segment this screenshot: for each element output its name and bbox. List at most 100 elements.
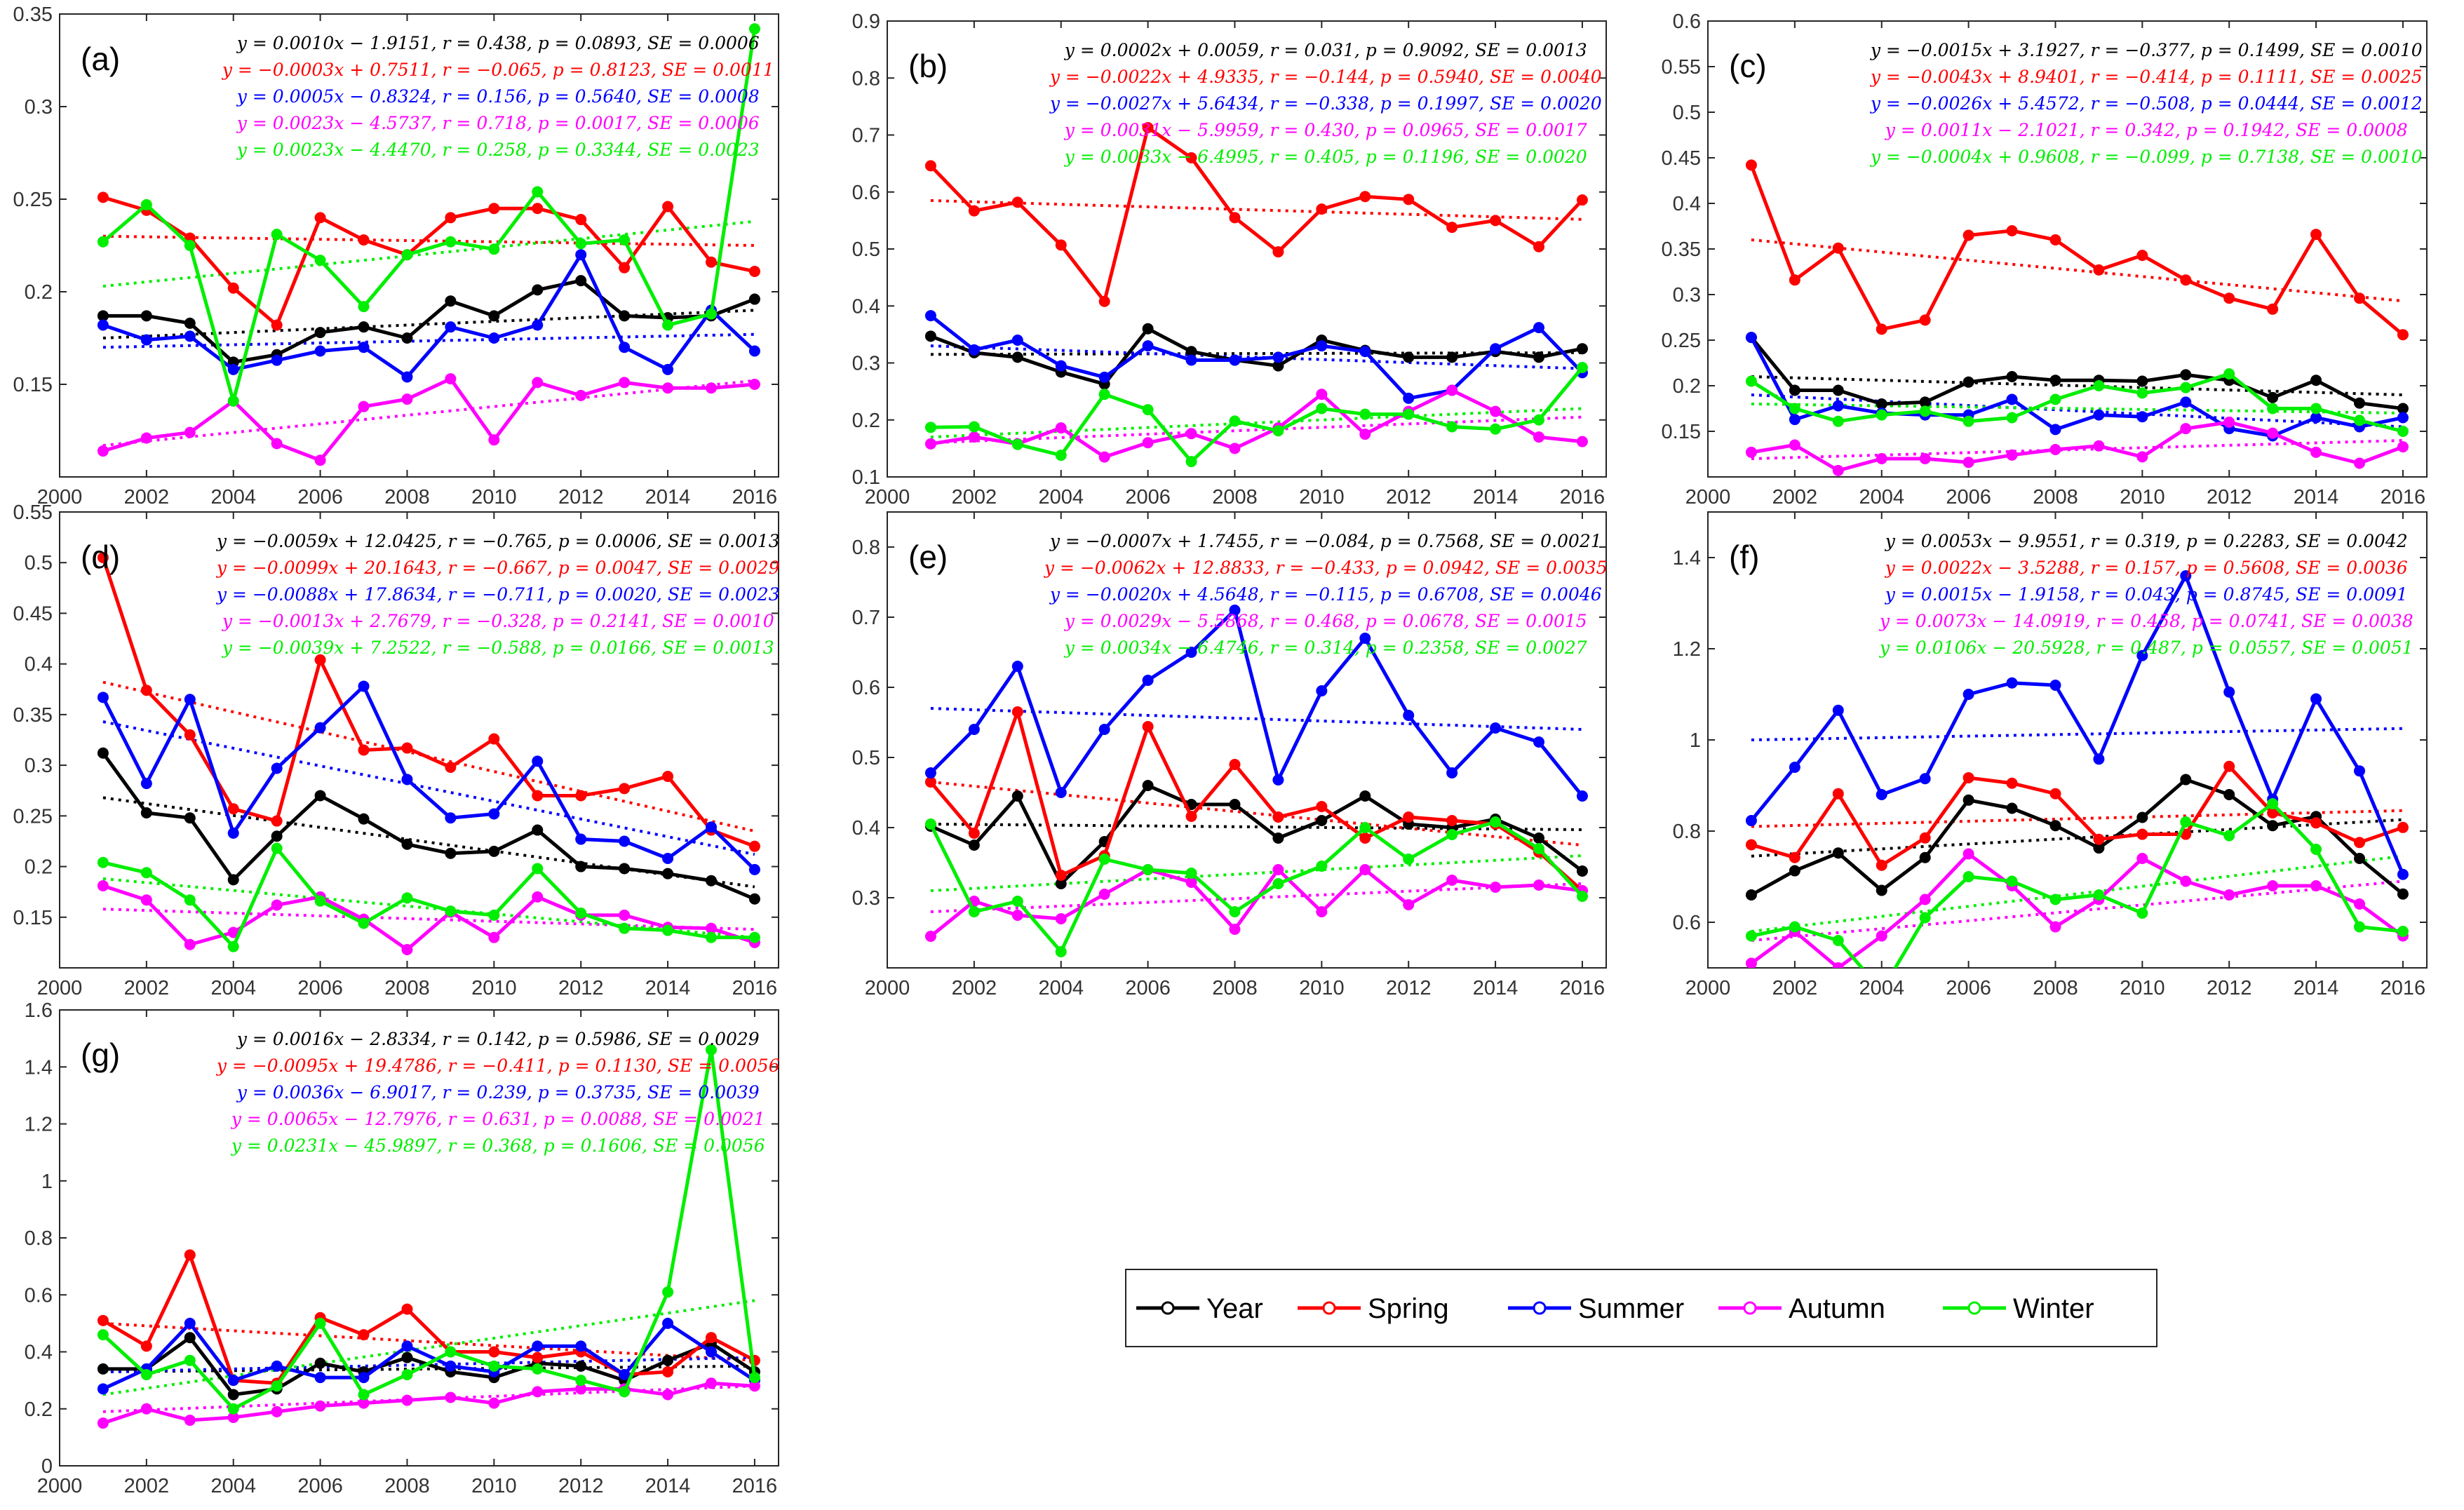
data-point-year [2267, 820, 2279, 832]
data-point-autumn [271, 899, 283, 911]
data-point-spring [924, 160, 936, 172]
data-point-winter [1919, 912, 1931, 924]
x-tick-label: 2010 [1299, 977, 1345, 999]
data-point-autumn [2310, 880, 2322, 891]
x-tick-label: 2012 [1386, 486, 1432, 508]
data-point-year [1446, 351, 1458, 363]
data-point-spring [2267, 807, 2279, 818]
y-tick-label: 0.15 [13, 907, 53, 929]
series-line-autumn [102, 377, 755, 462]
data-point-autumn [1533, 431, 1545, 443]
data-point-spring [184, 1249, 196, 1261]
data-point-summer [1576, 790, 1588, 802]
x-tick-label: 2012 [2207, 486, 2252, 508]
trend-line-winter [102, 1299, 755, 1396]
data-point-winter [1745, 930, 1757, 942]
data-point-autumn [97, 445, 109, 457]
data-point-year [2267, 391, 2279, 403]
trend-line-autumn [102, 379, 755, 447]
plot-area [1745, 159, 2409, 476]
y-tick-label: 0.3 [852, 887, 880, 910]
panel-label: (g) [81, 1037, 120, 1073]
data-point-year [401, 1351, 413, 1363]
data-point-spring [2049, 234, 2061, 245]
data-point-summer [1359, 346, 1371, 358]
data-point-autumn [706, 1377, 718, 1389]
y-tick-label: 0.2 [25, 281, 53, 304]
x-tick-label: 2000 [1685, 977, 1731, 999]
data-point-year [1963, 376, 1974, 388]
data-point-year [140, 310, 152, 322]
data-point-autumn [1876, 453, 1887, 464]
x-tick-label: 2004 [1038, 977, 1084, 999]
series-line-summer [1749, 574, 2405, 875]
data-point-autumn [924, 931, 936, 942]
data-point-winter [2180, 816, 2192, 828]
data-point-winter [2354, 414, 2366, 426]
data-point-autumn [401, 1394, 413, 1406]
data-point-winter [748, 23, 760, 35]
data-point-winter [706, 931, 718, 943]
data-point-autumn [140, 1403, 152, 1415]
data-point-year [140, 807, 152, 818]
data-point-year [1533, 832, 1545, 844]
series-line-spring [102, 195, 755, 328]
data-point-autumn [97, 1417, 109, 1429]
legend-label-summer: Summer [1578, 1293, 1684, 1324]
data-point-year [532, 284, 544, 296]
y-tick-label: 0.6 [1673, 11, 1701, 33]
series-line-year [1750, 778, 2404, 897]
data-point-summer [1272, 351, 1284, 363]
data-point-year [1789, 384, 1800, 396]
series-line-winter [1750, 372, 2404, 433]
data-point-winter [358, 1389, 370, 1401]
data-point-summer [1272, 774, 1284, 786]
x-tick-label: 2002 [124, 1475, 170, 1497]
data-point-autumn [184, 1415, 196, 1426]
data-point-summer [748, 863, 760, 875]
axes-frame [1707, 511, 2428, 969]
x-tick-label: 2012 [558, 1475, 604, 1497]
data-point-summer [2180, 396, 2192, 408]
data-point-spring [2310, 817, 2322, 829]
y-tick-label: 0.35 [1662, 238, 1701, 261]
data-point-year [314, 790, 326, 802]
data-point-year [1963, 794, 1974, 806]
y-tick-label: 1 [41, 1171, 53, 1193]
data-point-year [619, 863, 631, 875]
data-point-winter [227, 941, 239, 952]
data-point-winter [2223, 368, 2235, 380]
data-point-autumn [1403, 899, 1415, 910]
regression-equation-winter: y = 0.0033x − 6.4995, r = 0.405, p = 0.1… [1064, 147, 1587, 167]
y-tick-label: 0.55 [1662, 56, 1701, 79]
y-tick-label: 0.3 [852, 353, 880, 375]
data-point-year [924, 330, 936, 342]
data-point-winter [358, 917, 370, 929]
data-point-winter [575, 908, 587, 919]
data-point-autumn [227, 1411, 239, 1423]
data-point-year [1745, 889, 1757, 901]
data-point-spring [2223, 760, 2235, 772]
x-tick-label: 2014 [645, 1475, 691, 1497]
y-tick-label: 0.5 [852, 238, 880, 261]
data-point-spring [488, 733, 500, 745]
data-point-summer [575, 1340, 587, 1352]
data-point-year [227, 1389, 239, 1401]
data-point-autumn [1185, 428, 1197, 440]
series-line-year [930, 327, 1583, 386]
data-point-spring [748, 265, 760, 277]
regression-equation-summer: y = −0.0088x + 17.8634, r = −0.711, p = … [216, 584, 780, 605]
series-line-winter [930, 366, 1584, 464]
data-point-autumn [1490, 882, 1502, 893]
trend-line-spring [930, 198, 1582, 221]
x-tick-label: 2002 [124, 486, 170, 508]
data-point-spring [271, 815, 283, 827]
data-point-spring [1316, 203, 1328, 215]
data-point-autumn [488, 931, 500, 943]
data-point-year [314, 1357, 326, 1369]
data-point-autumn [1272, 864, 1284, 875]
data-point-autumn [662, 1389, 674, 1401]
data-point-year [2006, 802, 2018, 814]
y-tick-label: 0.35 [13, 704, 53, 727]
data-point-autumn [227, 926, 239, 938]
